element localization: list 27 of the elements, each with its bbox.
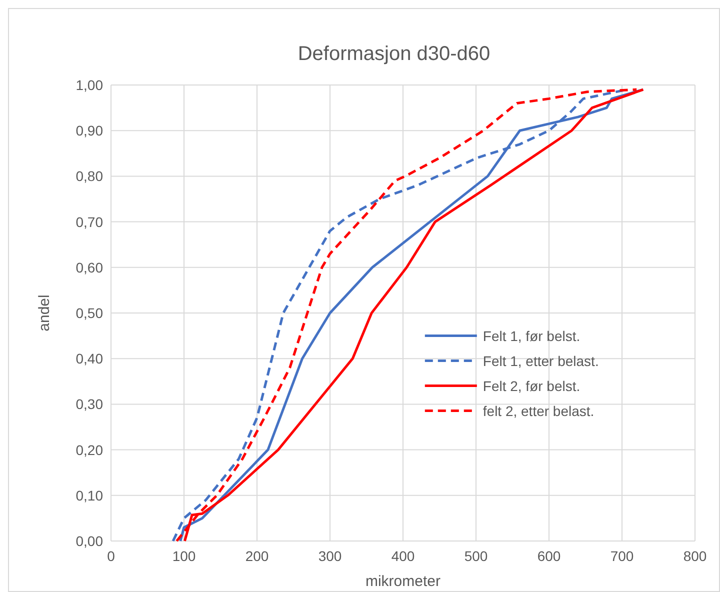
legend-label: Felt 1, etter belast. xyxy=(482,352,599,369)
chart-title: Deformasjon d30-d60 xyxy=(298,43,490,65)
legend-label: Felt 2, før belst. xyxy=(482,378,580,394)
legend-label: Felt 1, før belst. xyxy=(482,328,580,344)
y-tick-label: 0,20 xyxy=(76,442,104,458)
y-tick-label: 0,70 xyxy=(76,214,104,230)
x-tick-label: 300 xyxy=(318,548,342,564)
x-tick-label: 800 xyxy=(683,548,707,564)
x-tick-label: 100 xyxy=(172,548,196,564)
x-axis-title: mikrometer xyxy=(365,573,441,590)
y-tick-label: 0,80 xyxy=(76,168,104,184)
y-tick-label: 1,00 xyxy=(76,77,104,93)
x-tick-label: 700 xyxy=(610,548,634,564)
y-tick-label: 0,10 xyxy=(76,487,104,504)
x-tick-label: 0 xyxy=(107,548,116,564)
y-tick-label: 0,30 xyxy=(76,396,104,412)
x-tick-label: 600 xyxy=(537,548,561,564)
y-tick-label: 0,60 xyxy=(76,259,104,276)
y-tick-label: 0,00 xyxy=(76,533,104,549)
legend-label: felt 2, etter belast. xyxy=(482,402,594,419)
x-tick-label: 200 xyxy=(245,548,269,564)
x-tick-label: 400 xyxy=(391,548,415,564)
y-tick-label: 0,50 xyxy=(76,305,104,321)
y-tick-label: 0,40 xyxy=(76,350,104,367)
y-tick-label: 0,90 xyxy=(76,122,104,139)
y-axis-title: andel xyxy=(36,294,53,332)
x-tick-label: 500 xyxy=(464,548,488,564)
